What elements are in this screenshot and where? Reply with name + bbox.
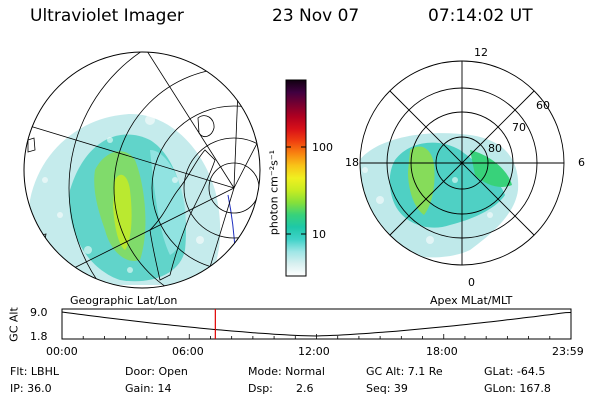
footer-gain: Gain: 14 (125, 382, 172, 395)
mlt-label-0: 0 (468, 276, 475, 289)
mlat-label-80: 80 (488, 142, 502, 155)
mlat-label-70: 70 (512, 121, 526, 134)
mlat-label-60: 60 (536, 99, 550, 112)
colorbar (285, 79, 307, 277)
footer-dsp-value: 2.6 (296, 382, 314, 395)
mlt-label-18: 18 (345, 156, 359, 169)
footer-filter: Flt: LBHL (10, 365, 59, 378)
altitude-timeline (61, 308, 572, 340)
geographic-caption: Geographic Lat/Lon (70, 294, 178, 307)
geographic-map (23, 51, 261, 289)
footer-mode: Mode: Normal (248, 365, 325, 378)
timeline-ytick-1-8: 1.8 (30, 330, 48, 343)
mlt-label-12: 12 (474, 46, 488, 59)
timeline-ytick-9: 9.0 (30, 306, 48, 319)
footer-seq: Seq: 39 (366, 382, 408, 395)
timeline-xtick-0600: 06:00 (172, 345, 204, 358)
polar-map (359, 60, 565, 266)
timeline-xtick-2359: 23:59 (552, 345, 584, 358)
footer-glon: GLon: 167.8 (484, 382, 551, 395)
colorbar-unit-label: photon cm⁻²s⁻¹ (267, 149, 281, 236)
time-label: 07:14:02 UT (428, 6, 533, 26)
colorbar-tick-100: 100 (312, 141, 333, 154)
timeline-axis-label: GC Alt (7, 307, 21, 342)
timeline-xtick-1200: 12:00 (298, 345, 330, 358)
footer-gc-alt: GC Alt: 7.1 Re (366, 365, 443, 378)
footer-ip: IP: 36.0 (10, 382, 52, 395)
footer-glat: GLat: -64.5 (484, 365, 546, 378)
timeline-xtick-0000: 00:00 (46, 345, 78, 358)
footer-door: Door: Open (125, 365, 188, 378)
altitude-curve (61, 311, 572, 337)
apex-caption: Apex MLat/MLT (430, 294, 513, 307)
colorbar-tick-10: 10 (312, 228, 326, 241)
footer-dsp-label: Dsp: (248, 382, 273, 395)
instrument-title: Ultraviolet Imager (30, 6, 184, 26)
timeline-xtick-1800: 18:00 (426, 345, 458, 358)
date-label: 23 Nov 07 (272, 6, 360, 26)
mlt-label-6: 6 (578, 156, 585, 169)
